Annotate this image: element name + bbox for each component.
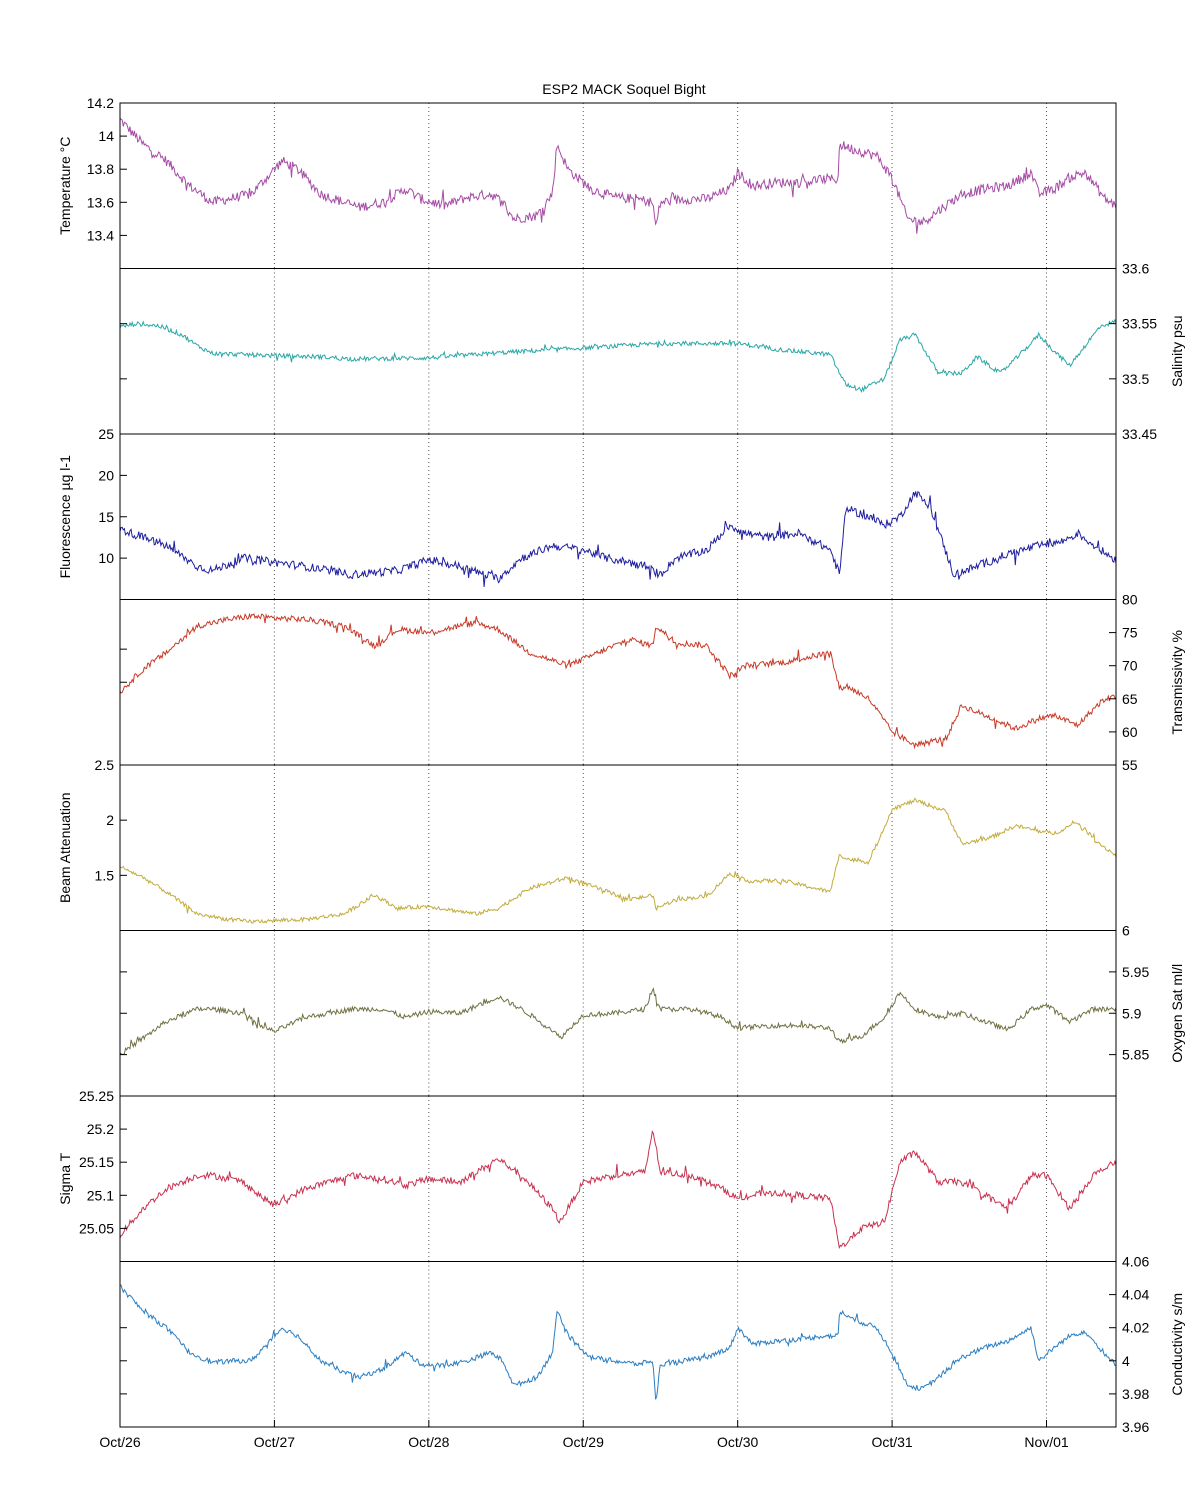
x-tick-label: Oct/27 bbox=[254, 1434, 295, 1450]
y-tick-label: 80 bbox=[1122, 592, 1138, 608]
y-tick-label: 13.6 bbox=[87, 194, 114, 210]
panel-2: 33.45 33.5 33.55 33.6 Salinity psu bbox=[119, 261, 1185, 442]
data-series-line bbox=[119, 1284, 1117, 1400]
data-series-line bbox=[119, 797, 1117, 924]
y-tick-label: 25.05 bbox=[79, 1220, 114, 1236]
panel-5: 1.5 2 2.5 Beam Attenuation bbox=[57, 757, 1117, 931]
data-series-line bbox=[119, 491, 1117, 587]
y-tick-label: 25.25 bbox=[79, 1088, 114, 1104]
y-tick-label: 65 bbox=[1122, 691, 1138, 707]
y-axis-label: Sigma T bbox=[57, 1152, 73, 1204]
y-axis-label: Conductivity s/m bbox=[1169, 1293, 1185, 1396]
data-series-line bbox=[119, 987, 1117, 1055]
y-tick-label: 33.6 bbox=[1122, 261, 1149, 277]
y-axis-label: Beam Attenuation bbox=[57, 792, 73, 903]
x-tick-label: Oct/31 bbox=[871, 1434, 912, 1450]
y-tick-label: 3.98 bbox=[1122, 1386, 1149, 1402]
y-tick-label: 4.02 bbox=[1122, 1320, 1149, 1336]
y-tick-label: 10 bbox=[98, 550, 114, 566]
y-tick-label: 25.1 bbox=[87, 1187, 114, 1203]
y-tick-label: 4.04 bbox=[1122, 1287, 1149, 1303]
panel-3: 10 15 20 25 Fluorescence µg l-1 bbox=[57, 426, 1117, 600]
y-tick-label: 15 bbox=[98, 509, 114, 525]
y-tick-label: 75 bbox=[1122, 625, 1138, 641]
y-tick-label: 5.9 bbox=[1122, 1005, 1142, 1021]
y-tick-label: 3.96 bbox=[1122, 1419, 1149, 1435]
y-axis-label: Oxygen Sat ml/l bbox=[1169, 964, 1185, 1063]
x-tick-label: Oct/30 bbox=[717, 1434, 758, 1450]
y-tick-label: 4.06 bbox=[1122, 1254, 1149, 1270]
y-axis-label: Salinity psu bbox=[1169, 315, 1185, 387]
y-tick-label: 25.2 bbox=[87, 1121, 114, 1137]
y-tick-label: 2.5 bbox=[95, 757, 115, 773]
panel-6: 5.85 5.9 5.95 6 Oxygen Sat ml/l bbox=[119, 923, 1185, 1097]
y-tick-label: 2 bbox=[106, 812, 114, 828]
y-tick-label: 33.5 bbox=[1122, 371, 1149, 387]
y-tick-label: 5.95 bbox=[1122, 964, 1149, 980]
y-tick-label: 13.8 bbox=[87, 161, 114, 177]
x-tick-label: Oct/29 bbox=[563, 1434, 604, 1450]
panel-frame bbox=[119, 1261, 1117, 1428]
y-axis-label: Fluorescence µg l-1 bbox=[57, 455, 73, 578]
y-tick-label: 20 bbox=[98, 467, 114, 483]
y-tick-label: 33.55 bbox=[1122, 316, 1157, 332]
y-tick-label: 5.85 bbox=[1122, 1047, 1149, 1063]
data-series-line bbox=[119, 117, 1117, 234]
chart-title: ESP2 MACK Soquel Bight bbox=[542, 81, 706, 97]
y-tick-label: 25.15 bbox=[79, 1154, 114, 1170]
y-axis-label: Temperature °C bbox=[57, 137, 73, 235]
x-tick-label: Nov/01 bbox=[1024, 1434, 1069, 1450]
y-tick-label: 6 bbox=[1122, 923, 1130, 939]
y-axis-label: Transmissivity % bbox=[1169, 630, 1185, 735]
y-tick-label: 25 bbox=[98, 426, 114, 442]
y-tick-label: 4 bbox=[1122, 1353, 1130, 1369]
x-tick-label: Oct/26 bbox=[99, 1434, 140, 1450]
data-series-line bbox=[119, 1130, 1117, 1250]
data-series-line bbox=[119, 612, 1117, 750]
y-tick-label: 60 bbox=[1122, 724, 1138, 740]
y-tick-label: 1.5 bbox=[95, 867, 115, 883]
data-series-line bbox=[119, 318, 1117, 394]
y-tick-label: 55 bbox=[1122, 757, 1138, 773]
y-tick-label: 13.4 bbox=[87, 227, 114, 243]
y-tick-label: 70 bbox=[1122, 658, 1138, 674]
y-tick-label: 33.45 bbox=[1122, 426, 1157, 442]
y-tick-label: 14 bbox=[98, 128, 114, 144]
y-tick-label: 14.2 bbox=[87, 95, 114, 111]
x-tick-label: Oct/28 bbox=[408, 1434, 449, 1450]
panel-8: 3.96 3.98 4 4.02 4.04 4.06 Conductivity s/m bbox=[119, 1254, 1185, 1435]
